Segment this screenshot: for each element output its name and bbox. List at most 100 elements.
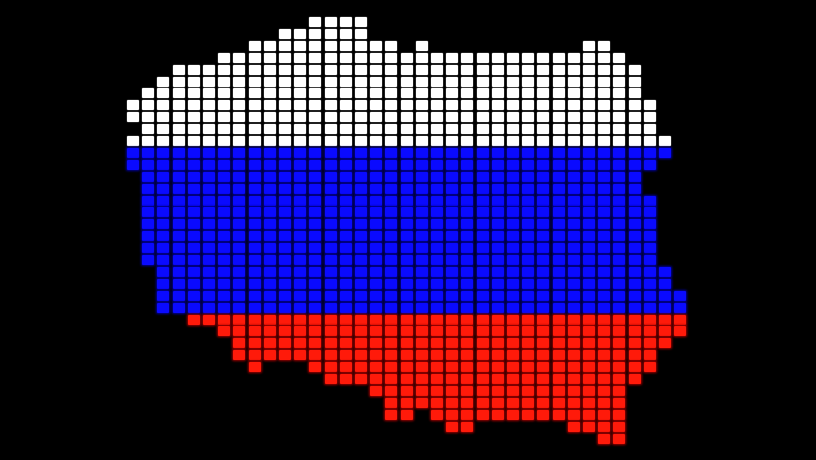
red-pixel-cell <box>446 374 459 384</box>
blue-pixel-cell <box>537 147 550 158</box>
blue-pixel-cell <box>583 266 595 277</box>
white-pixel-cell <box>522 76 535 87</box>
blue-pixel-cell <box>355 255 367 265</box>
blue-pixel-cell <box>613 243 626 254</box>
blue-pixel-cell <box>552 195 565 206</box>
blue-pixel-cell <box>491 255 504 265</box>
blue-pixel-cell <box>461 266 474 277</box>
blue-pixel-cell <box>309 171 322 182</box>
white-pixel-cell <box>583 64 595 75</box>
blue-pixel-cell <box>142 183 155 194</box>
blue-pixel-cell <box>598 302 611 313</box>
white-pixel-cell <box>233 76 246 87</box>
red-pixel-cell <box>370 385 383 396</box>
white-pixel-cell <box>339 28 352 39</box>
blue-pixel-cell <box>339 243 352 254</box>
red-pixel-cell <box>187 314 200 325</box>
blue-pixel-cell <box>127 159 139 170</box>
white-pixel-cell <box>431 112 443 123</box>
red-pixel-cell <box>567 409 580 420</box>
red-pixel-cell <box>613 326 626 337</box>
blue-pixel-cell <box>537 195 550 206</box>
blue-pixel-cell <box>218 183 231 194</box>
red-pixel-cell <box>598 421 611 432</box>
blue-pixel-cell <box>598 243 611 254</box>
blue-pixel-cell <box>400 266 413 277</box>
white-pixel-cell <box>628 124 641 135</box>
blue-pixel-cell <box>385 171 398 182</box>
white-pixel-cell <box>294 28 307 39</box>
blue-pixel-cell <box>172 290 185 301</box>
red-pixel-cell <box>279 326 291 337</box>
blue-pixel-cell <box>127 147 139 158</box>
blue-pixel-cell <box>400 290 413 301</box>
red-pixel-cell <box>522 350 535 361</box>
white-pixel-cell <box>355 88 367 99</box>
white-pixel-cell <box>339 64 352 75</box>
white-pixel-cell <box>263 52 276 63</box>
blue-pixel-cell <box>552 302 565 313</box>
white-pixel-cell <box>339 100 352 111</box>
red-pixel-cell <box>613 385 626 396</box>
blue-pixel-cell <box>172 302 185 313</box>
white-pixel-cell <box>446 112 459 123</box>
blue-pixel-cell <box>339 255 352 265</box>
blue-pixel-cell <box>491 278 504 289</box>
white-pixel-cell <box>567 52 580 63</box>
white-pixel-cell <box>218 52 231 63</box>
blue-pixel-cell <box>385 302 398 313</box>
blue-pixel-cell <box>583 231 595 242</box>
blue-pixel-cell <box>431 278 443 289</box>
red-pixel-cell <box>522 338 535 349</box>
white-pixel-cell <box>461 124 474 135</box>
blue-pixel-cell <box>157 207 170 218</box>
red-pixel-cell <box>279 350 291 361</box>
blue-pixel-cell <box>385 219 398 230</box>
white-pixel-cell <box>552 124 565 135</box>
white-pixel-cell <box>461 112 474 123</box>
red-pixel-cell <box>263 350 276 361</box>
blue-pixel-cell <box>248 147 261 158</box>
white-pixel-cell <box>370 52 383 63</box>
blue-pixel-cell <box>385 147 398 158</box>
white-pixel-cell <box>203 64 215 75</box>
white-pixel-cell <box>370 64 383 75</box>
blue-pixel-cell <box>537 231 550 242</box>
blue-pixel-cell <box>552 183 565 194</box>
blue-pixel-cell <box>628 290 641 301</box>
blue-pixel-cell <box>628 147 641 158</box>
red-pixel-cell <box>461 314 474 325</box>
blue-pixel-cell <box>203 207 215 218</box>
white-pixel-cell <box>567 136 580 146</box>
white-pixel-cell <box>415 64 428 75</box>
red-pixel-cell <box>613 433 626 444</box>
white-pixel-cell <box>385 88 398 99</box>
white-pixel-cell <box>263 112 276 123</box>
blue-pixel-cell <box>309 255 322 265</box>
white-pixel-cell <box>218 64 231 75</box>
blue-pixel-cell <box>476 219 489 230</box>
white-pixel-cell <box>583 40 595 51</box>
white-pixel-cell <box>385 124 398 135</box>
blue-pixel-cell <box>309 195 322 206</box>
blue-pixel-cell <box>598 231 611 242</box>
blue-pixel-cell <box>461 147 474 158</box>
blue-pixel-cell <box>187 231 200 242</box>
white-pixel-cell <box>400 88 413 99</box>
red-pixel-cell <box>400 350 413 361</box>
blue-pixel-cell <box>491 207 504 218</box>
blue-pixel-cell <box>187 195 200 206</box>
red-pixel-cell <box>507 326 519 337</box>
blue-pixel-cell <box>355 159 367 170</box>
red-pixel-cell <box>248 314 261 325</box>
blue-pixel-cell <box>279 183 291 194</box>
red-pixel-cell <box>522 314 535 325</box>
blue-pixel-cell <box>461 231 474 242</box>
blue-pixel-cell <box>233 231 246 242</box>
white-pixel-cell <box>552 88 565 99</box>
white-pixel-cell <box>431 64 443 75</box>
blue-pixel-cell <box>583 243 595 254</box>
blue-pixel-cell <box>491 243 504 254</box>
red-pixel-cell <box>446 326 459 337</box>
blue-pixel-cell <box>643 255 656 265</box>
